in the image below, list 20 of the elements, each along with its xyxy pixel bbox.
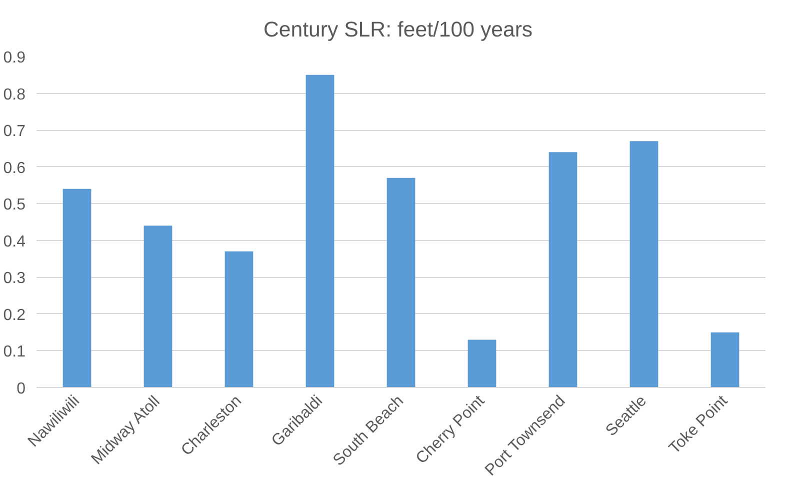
bar [62,188,92,388]
bar [468,340,496,388]
bar [144,226,172,388]
y-tick-label: 0.8 [3,86,26,104]
bar [306,74,334,388]
y-tick-label: 0.5 [3,196,26,214]
y-tick-label: 0.9 [3,50,26,66]
bar [548,152,578,388]
y-tick-label: 0 [16,380,26,398]
y-tick-label: 0.2 [3,306,26,324]
bar [224,251,254,388]
y-tick-label: 0.4 [3,233,26,250]
bar [710,332,740,388]
y-tick-label: 0.6 [3,160,26,177]
bar [630,141,658,388]
y-tick-label: 0.7 [3,123,26,140]
bar [386,178,416,388]
y-tick-label: 0.3 [3,270,26,288]
chart-title: Century SLR: feet/100 years [263,18,533,42]
y-tick-label: 0.1 [3,344,26,361]
